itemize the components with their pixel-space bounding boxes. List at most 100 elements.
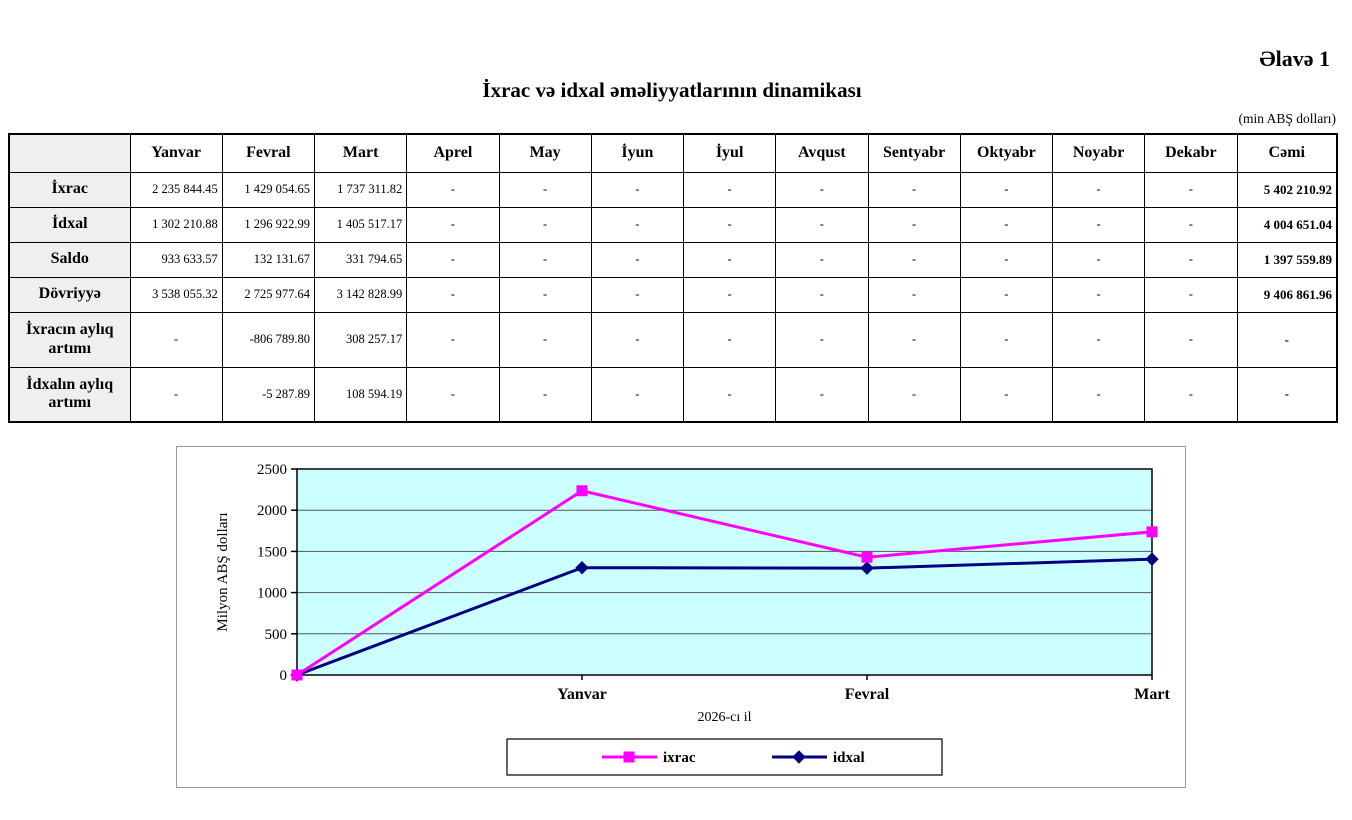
table-cell: 2 235 844.45 <box>129 171 223 208</box>
header-row: Yanvar Fevral Mart Aprel May İyun İyul Avqust Se… <box>8 133 1338 173</box>
row-label: İdxal <box>8 206 131 243</box>
column-header: Avqust <box>775 133 869 173</box>
row-label: İxracın aylıq artımı <box>8 311 131 368</box>
series-marker-ixrac <box>291 669 303 681</box>
table-cell: - <box>406 206 500 243</box>
table-cell: 9 406 861.96 <box>1236 276 1338 313</box>
column-header: Dekabr <box>1144 133 1238 173</box>
legend-marker-ixrac <box>623 751 635 763</box>
x-tick-label: Fevral <box>845 686 890 703</box>
table-row: İdxal 1 302 210.88 1 296 922.99 1 405 517.1… <box>8 206 1338 243</box>
table-cell: 1 397 559.89 <box>1236 241 1338 278</box>
table-cell: - <box>775 366 869 423</box>
table-cell: - <box>1144 206 1238 243</box>
table-cell: 5 402 210.92 <box>1236 171 1338 208</box>
table-cell: - <box>867 241 961 278</box>
table-row: İdxalın aylıq artımı - -5 287.89 108 594.19… <box>8 366 1338 423</box>
legend-marker-idxal <box>792 750 806 764</box>
table-cell: - <box>406 276 500 313</box>
table-cell: - <box>1236 366 1338 423</box>
table-cell: - <box>406 366 500 423</box>
table-cell: - <box>775 171 869 208</box>
table-cell: 108 594.19 <box>313 366 408 423</box>
table-cell: - <box>1051 276 1146 313</box>
series-marker-idxal <box>1145 552 1159 566</box>
table-cell: - <box>590 171 685 208</box>
row-label: İxrac <box>8 171 131 208</box>
column-header: Aprel <box>406 133 500 173</box>
table-cell: - <box>129 311 223 368</box>
table-cell: - <box>682 241 777 278</box>
x-tick-label: Yanvar <box>557 686 607 703</box>
table-cell: - <box>1051 171 1146 208</box>
table-row: Saldo 933 633.57 132 131.67 331 794.65- - - - -… <box>8 241 1338 278</box>
table-row: Dövriyyə 3 538 055.32 2 725 977.64 3 142 82… <box>8 276 1338 313</box>
table-cell: - <box>1144 276 1238 313</box>
column-header: İyun <box>590 133 685 173</box>
unit-note: (min ABŞ dolları) <box>1238 111 1337 126</box>
table-cell: - <box>682 206 777 243</box>
table-cell: - <box>1144 241 1238 278</box>
column-header: İyul <box>682 133 777 173</box>
legend-box <box>506 738 943 776</box>
table-cell: - <box>1051 311 1146 368</box>
table-cell: -5 287.89 <box>221 366 316 423</box>
table-cell: 308 257.17 <box>313 311 408 368</box>
table-cell: 1 302 210.88 <box>129 206 223 243</box>
table-cell: - <box>590 311 685 368</box>
table-cell: 1 429 054.65 <box>221 171 316 208</box>
table-cell: 1 296 922.99 <box>221 206 316 243</box>
chart-container: 0 500 1000 1500 2000 2500 Yanvar Fevral Mart 2026… <box>176 446 1186 788</box>
y-tick-label: 0 <box>280 668 288 684</box>
table-cell: - <box>682 276 777 313</box>
row-label: Dövriyyə <box>8 276 131 313</box>
table-row: İxrac 2 235 844.45 1 429 054.65 1 737 311.8… <box>8 171 1338 208</box>
column-header: Sentyabr <box>867 133 961 173</box>
column-header: Mart <box>313 133 408 173</box>
series-marker-ixrac <box>1146 526 1158 538</box>
table-cell: - <box>406 241 500 278</box>
series-line-ixrac <box>296 489 1153 677</box>
table-cell: 331 794.65 <box>313 241 408 278</box>
column-header: Noyabr <box>1051 133 1146 173</box>
table-cell: - <box>1051 241 1146 278</box>
column-header: Cəmi <box>1236 133 1338 173</box>
table-cell: - <box>1051 206 1146 243</box>
annex-label: Əlavə 1 <box>1259 46 1330 71</box>
table-cell: - <box>1051 366 1146 423</box>
table-cell: - <box>1144 366 1238 423</box>
table-cell: - <box>498 241 592 278</box>
table-cell: -806 789.80 <box>221 311 316 368</box>
table-cell: - <box>867 366 961 423</box>
table-cell: - <box>867 171 961 208</box>
y-axis-label: Milyon ABŞ dolları <box>215 512 231 631</box>
column-header: Oktyabr <box>959 133 1054 173</box>
plot-area <box>297 469 1152 675</box>
table-cell: 3 142 828.99 <box>313 276 408 313</box>
table-cell: - <box>590 206 685 243</box>
table-cell: - <box>959 241 1054 278</box>
table-cell: - <box>498 366 592 423</box>
table-cell: 3 538 055.32 <box>129 276 223 313</box>
table-cell: - <box>406 171 500 208</box>
data-table: Yanvar Fevral Mart Aprel May İyun İyul Avqust Se… <box>8 133 1338 423</box>
column-header: May <box>498 133 592 173</box>
legend-label-idxal: idxal <box>833 750 865 766</box>
table-body: İxrac 2 235 844.45 1 429 054.65 1 737 311.8… <box>8 171 1338 423</box>
table-row: İxracın aylıq artımı - -806 789.80 308 257.… <box>8 311 1338 368</box>
row-label: Saldo <box>8 241 131 278</box>
table-cell: - <box>1236 311 1338 368</box>
table-cell: - <box>867 276 961 313</box>
table-cell: - <box>775 311 869 368</box>
series-marker-idxal <box>860 561 874 575</box>
table-cell: - <box>867 311 961 368</box>
table-cell: 2 725 977.64 <box>221 276 316 313</box>
table-cell: - <box>129 366 223 423</box>
table-cell: - <box>959 276 1054 313</box>
table-cell: - <box>682 311 777 368</box>
table-cell: - <box>498 171 592 208</box>
table-cell: 933 633.57 <box>129 241 223 278</box>
table-cell: - <box>775 276 869 313</box>
x-tick-label: Mart <box>1134 686 1170 703</box>
line-chart: 0 500 1000 1500 2000 2500 Yanvar Fevral Mart 2026… <box>215 462 1170 776</box>
